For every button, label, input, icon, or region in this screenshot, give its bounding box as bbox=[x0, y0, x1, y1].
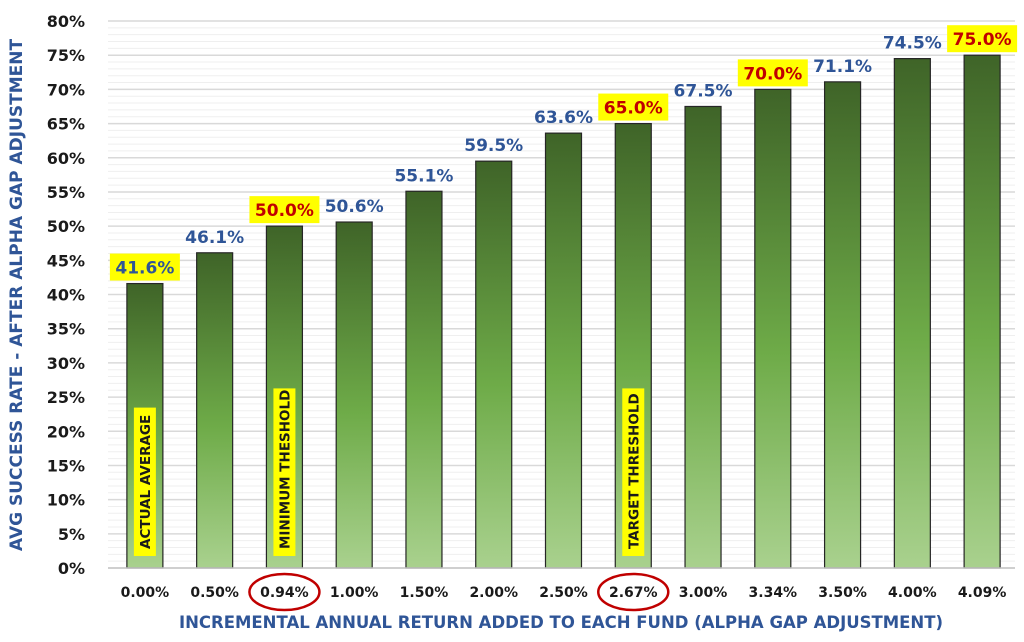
data-label-highlight bbox=[109, 253, 180, 281]
x-tick-label: 2.00% bbox=[469, 585, 518, 601]
annotation-highlight bbox=[133, 407, 156, 556]
y-tick-label: 20% bbox=[47, 422, 85, 441]
data-label-highlight bbox=[737, 59, 808, 87]
y-tick-label: 75% bbox=[47, 46, 85, 65]
x-axis-title: INCREMENTAL ANNUAL RETURN ADDED TO EACH … bbox=[179, 613, 943, 632]
x-tick-label: 1.50% bbox=[400, 585, 449, 601]
bar bbox=[963, 54, 1001, 569]
data-label-highlight bbox=[249, 196, 320, 224]
x-axis-ticks: 0.00% 0.50% 0.94% 1.00% 1.50% 2.00% 2.50% 2.67%… bbox=[121, 572, 1007, 612]
y-axis-ticks: 0% 5% 10% 15% 20% 25% 30% 35% 40% 45% 50% 55% 60% 65%… bbox=[47, 12, 85, 578]
y-tick-label: 30% bbox=[47, 354, 85, 373]
annotation-highlight bbox=[273, 388, 296, 556]
y-tick-label: 0% bbox=[58, 559, 85, 578]
bar bbox=[754, 88, 792, 569]
data-label: 50.6% bbox=[325, 197, 384, 217]
data-label: 46.1% bbox=[185, 228, 244, 248]
y-tick-label: 10% bbox=[47, 491, 85, 510]
bar bbox=[893, 58, 931, 569]
y-tick-label: 5% bbox=[58, 525, 85, 544]
data-label: 67.5% bbox=[674, 81, 733, 101]
y-tick-label: 60% bbox=[47, 149, 85, 168]
y-tick-label: 65% bbox=[47, 115, 85, 134]
data-label: 59.5% bbox=[464, 136, 523, 156]
bar bbox=[544, 132, 583, 569]
y-tick-label: 40% bbox=[47, 286, 85, 305]
x-tick-label: 2.67% bbox=[609, 585, 658, 601]
highlight-circle bbox=[248, 572, 321, 612]
x-tick-label: 0.50% bbox=[190, 585, 239, 601]
data-label: 50.0% bbox=[255, 201, 314, 221]
x-tick-label: 2.50% bbox=[539, 585, 588, 601]
x-tick-label: 4.00% bbox=[888, 585, 937, 601]
x-tick-label: 0.94% bbox=[260, 585, 309, 601]
bar bbox=[405, 190, 443, 569]
x-tick-label: 3.50% bbox=[818, 585, 867, 601]
bar bbox=[684, 105, 722, 569]
bars bbox=[126, 54, 1001, 569]
bar-annotation: ACTUAL AVERAGE bbox=[133, 407, 156, 556]
x-tick-label: 3.34% bbox=[749, 585, 798, 601]
bar-annotation: TARGET THRESHOLD bbox=[622, 388, 645, 556]
x-tick-label: 3.00% bbox=[679, 585, 728, 601]
y-axis-title: AVG SUCCESS RATE - AFTER ALPHA GAP ADJUS… bbox=[7, 39, 27, 552]
data-label-highlight bbox=[598, 93, 669, 121]
y-tick-label: 35% bbox=[47, 320, 85, 339]
annotation-text: MINIMUM THESHOLD bbox=[277, 390, 293, 549]
x-tick-label: 4.09% bbox=[958, 585, 1007, 601]
y-tick-label: 15% bbox=[47, 456, 85, 475]
data-label: 71.1% bbox=[813, 57, 872, 77]
x-tick-label: 1.00% bbox=[330, 585, 379, 601]
highlight-circle bbox=[597, 572, 670, 612]
bar bbox=[823, 81, 862, 569]
data-label: 41.6% bbox=[115, 259, 174, 279]
data-label: 65.0% bbox=[604, 99, 663, 119]
bar-annotation: MINIMUM THESHOLD bbox=[273, 388, 296, 556]
annotation-highlight bbox=[622, 388, 645, 556]
data-label: 63.6% bbox=[534, 108, 593, 128]
data-label: 74.5% bbox=[883, 34, 942, 54]
x-tick-label: 0.00% bbox=[121, 585, 170, 601]
y-tick-label: 25% bbox=[47, 388, 85, 407]
data-label: 70.0% bbox=[743, 64, 802, 84]
bar bbox=[335, 221, 373, 569]
y-tick-label: 70% bbox=[47, 80, 85, 99]
y-tick-label: 55% bbox=[47, 183, 85, 202]
bar bbox=[196, 252, 234, 569]
bar bbox=[475, 160, 513, 569]
data-label-highlight bbox=[947, 25, 1018, 53]
annotation-text: TARGET THRESHOLD bbox=[626, 393, 642, 549]
data-labels: 41.6% 46.1% 50.0% 50.6% 55.1% 59.5% 63.6% 65.0%… bbox=[109, 25, 1018, 556]
y-tick-label: 45% bbox=[47, 251, 85, 270]
annotation-text: ACTUAL AVERAGE bbox=[138, 415, 154, 549]
data-label: 55.1% bbox=[394, 166, 453, 186]
y-tick-label: 50% bbox=[47, 217, 85, 236]
data-label: 75.0% bbox=[953, 30, 1012, 50]
y-tick-label: 80% bbox=[47, 12, 85, 31]
